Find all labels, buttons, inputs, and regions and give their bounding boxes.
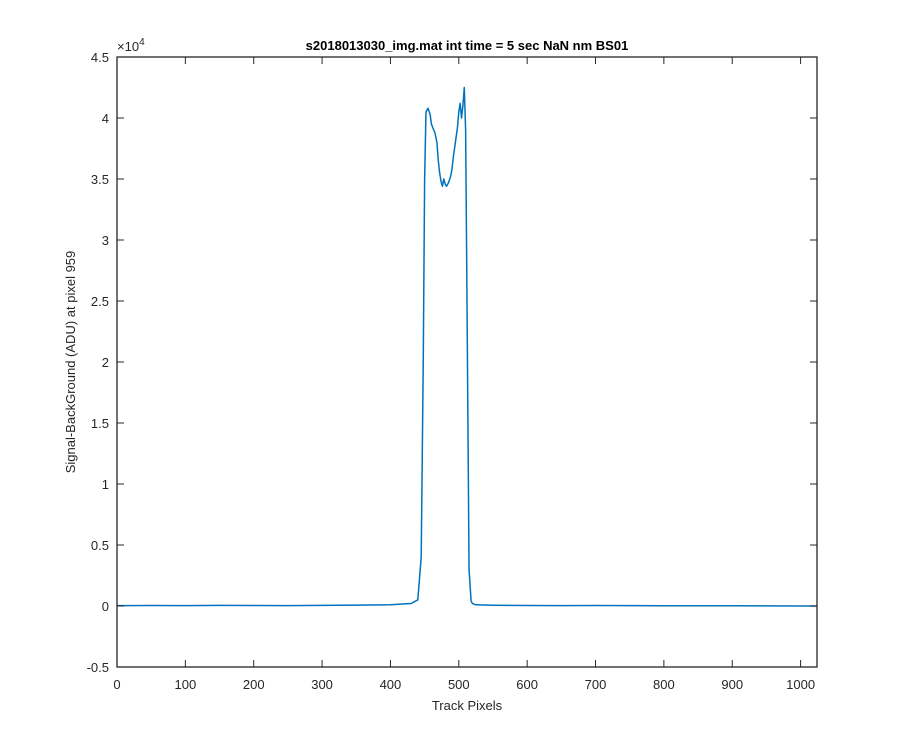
y-tick-label: 4.5 [91, 50, 109, 65]
data-point [731, 605, 733, 607]
x-tick-label: 200 [243, 677, 265, 692]
data-point [451, 168, 453, 170]
data-point [561, 605, 563, 607]
data-point [629, 605, 631, 607]
chart-title: s2018013030_img.mat int time = 5 sec NaN… [306, 38, 629, 53]
data-point [437, 160, 439, 162]
data-point [663, 605, 665, 607]
svg-text:×104: ×104 [117, 37, 145, 54]
data-point [440, 181, 442, 183]
y-tick-label: 1.5 [91, 416, 109, 431]
data-point [492, 604, 494, 606]
y-axis-ticks: -0.5 0 0.5 1 1.5 2 2.5 3 3.5 4 4.5 [87, 50, 817, 675]
data-point [431, 123, 433, 125]
y-tick-label: 3.5 [91, 172, 109, 187]
data-point [526, 605, 528, 607]
data-point [472, 603, 474, 605]
y-tick-label: 1 [102, 477, 109, 492]
x-tick-label: 900 [721, 677, 743, 692]
data-point [459, 103, 461, 105]
data-point [150, 605, 152, 607]
x-tick-label: 700 [585, 677, 607, 692]
data-point [253, 605, 255, 607]
data-point [219, 605, 221, 607]
data-point [185, 605, 187, 607]
data-point [321, 605, 323, 607]
data-point [453, 156, 455, 158]
y-exponent-power: 4 [139, 37, 145, 48]
data-point [461, 117, 463, 119]
data-point [475, 604, 477, 606]
data-point [436, 142, 438, 144]
y-tick-label: 2.5 [91, 294, 109, 309]
data-point [766, 605, 768, 607]
data-point [425, 111, 427, 113]
y-tick-label: 2 [102, 355, 109, 370]
series-line-0 [116, 86, 817, 607]
x-tick-label: 0 [113, 677, 120, 692]
data-point [468, 569, 470, 571]
data-point [420, 556, 422, 558]
data-point [697, 605, 699, 607]
x-axis-ticks: 0 100 200 300 400 500 600 700 800 900 1000 [113, 57, 815, 692]
data-point [417, 599, 419, 601]
data-point [434, 132, 436, 134]
data-point [450, 176, 452, 178]
y-tick-label: 4 [102, 111, 109, 126]
data-point [427, 107, 429, 109]
data-point [458, 111, 460, 113]
x-tick-label: 600 [516, 677, 538, 692]
data-point [465, 129, 467, 131]
x-tick-label: 400 [380, 677, 402, 692]
data-point [429, 114, 431, 116]
data-point [470, 600, 472, 602]
y-tick-label: -0.5 [87, 660, 109, 675]
data-layer [116, 86, 817, 607]
data-point [422, 361, 424, 363]
data-point [444, 183, 446, 185]
x-axis-label: Track Pixels [432, 698, 503, 713]
data-point [448, 182, 450, 184]
y-axis-label: Signal-BackGround (ADU) at pixel 959 [63, 251, 78, 474]
y-exponent-base: ×10 [117, 39, 139, 54]
data-point [424, 178, 426, 180]
data-point [466, 300, 468, 302]
data-point [355, 604, 357, 606]
y-tick-label: 0.5 [91, 538, 109, 553]
y-exponent-label: ×104 [117, 37, 145, 54]
data-point [455, 142, 457, 144]
data-point [800, 605, 802, 607]
data-point [432, 127, 434, 129]
data-point [446, 186, 448, 188]
data-point [410, 603, 412, 605]
data-point [463, 87, 465, 89]
y-tick-label: 3 [102, 233, 109, 248]
x-tick-label: 800 [653, 677, 675, 692]
x-tick-label: 100 [175, 677, 197, 692]
x-tick-label: 1000 [786, 677, 815, 692]
x-tick-label: 300 [311, 677, 333, 692]
data-point [442, 186, 444, 188]
data-point [462, 105, 464, 107]
data-point [457, 127, 459, 129]
data-point [287, 605, 289, 607]
x-tick-label: 500 [448, 677, 470, 692]
data-point [439, 172, 441, 174]
data-point [595, 605, 597, 607]
data-point [390, 604, 392, 606]
data-point [443, 178, 445, 180]
y-tick-label: 0 [102, 599, 109, 614]
